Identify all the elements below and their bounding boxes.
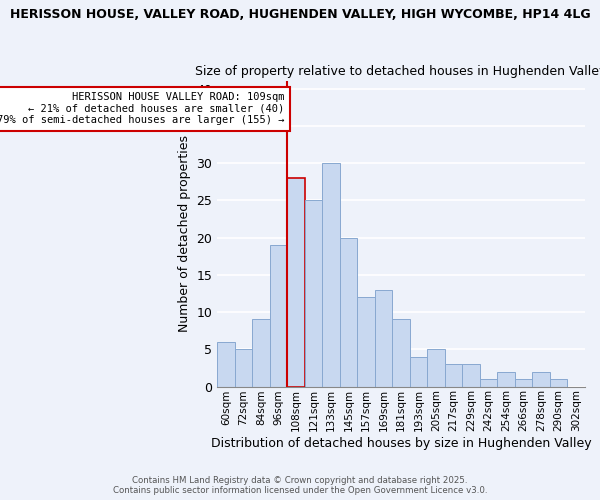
Bar xyxy=(410,356,427,386)
Bar xyxy=(550,379,568,386)
Bar xyxy=(375,290,392,386)
Text: HERISSON HOUSE, VALLEY ROAD, HUGHENDEN VALLEY, HIGH WYCOMBE, HP14 4LG: HERISSON HOUSE, VALLEY ROAD, HUGHENDEN V… xyxy=(10,8,590,20)
Bar xyxy=(217,342,235,386)
Text: HERISSON HOUSE VALLEY ROAD: 109sqm
← 21% of detached houses are smaller (40)
79%: HERISSON HOUSE VALLEY ROAD: 109sqm ← 21%… xyxy=(0,92,284,126)
Y-axis label: Number of detached properties: Number of detached properties xyxy=(178,136,191,332)
Bar xyxy=(358,297,375,386)
X-axis label: Distribution of detached houses by size in Hughenden Valley: Distribution of detached houses by size … xyxy=(211,437,592,450)
Bar xyxy=(305,200,322,386)
Bar xyxy=(340,238,358,386)
Text: Contains HM Land Registry data © Crown copyright and database right 2025.
Contai: Contains HM Land Registry data © Crown c… xyxy=(113,476,487,495)
Bar xyxy=(463,364,480,386)
Bar xyxy=(532,372,550,386)
Bar xyxy=(235,350,252,387)
Bar xyxy=(427,350,445,387)
Bar xyxy=(445,364,463,386)
Bar xyxy=(480,379,497,386)
Bar xyxy=(392,320,410,386)
Bar xyxy=(252,320,270,386)
Title: Size of property relative to detached houses in Hughenden Valley: Size of property relative to detached ho… xyxy=(196,66,600,78)
Bar xyxy=(270,245,287,386)
Bar xyxy=(515,379,532,386)
Bar xyxy=(322,163,340,386)
Bar xyxy=(497,372,515,386)
Bar xyxy=(287,178,305,386)
